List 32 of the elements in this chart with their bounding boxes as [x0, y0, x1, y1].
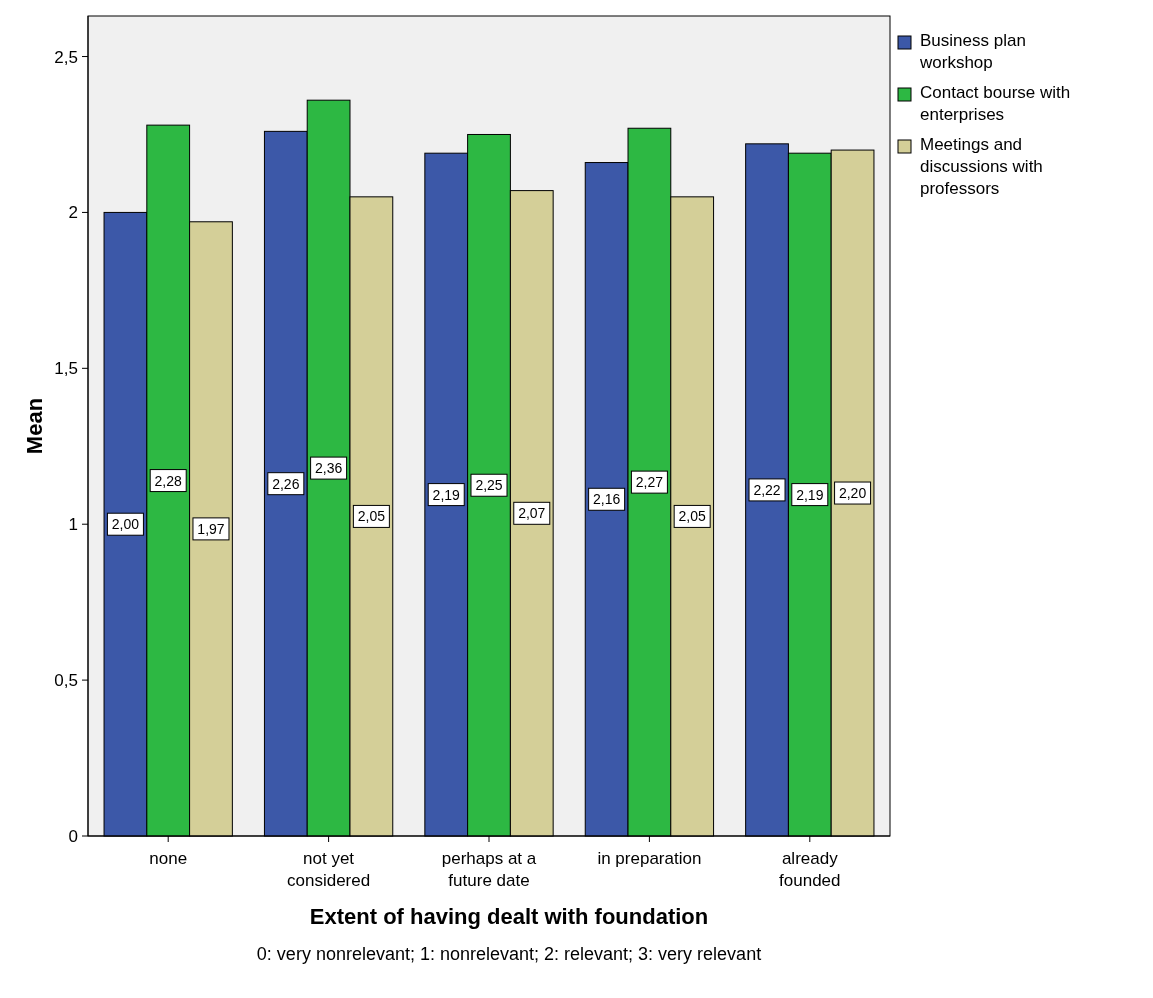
data-label: 2,22 — [753, 481, 781, 498]
y-tick-label: 0,5 — [54, 671, 78, 691]
data-label: 2,20 — [838, 485, 867, 502]
data-label: 2,16 — [593, 491, 621, 508]
y-tick-label: 0 — [68, 827, 78, 846]
text: 0: very nonrelevant; 1: nonrelevant; 2: relevant; 3: very relevant — [256, 944, 762, 964]
data-label: 2,36 — [314, 460, 343, 477]
data-label: 2,19 — [432, 486, 461, 503]
data-label: 2,00 — [111, 516, 140, 533]
y-tick-label: 1 — [68, 515, 78, 535]
data-label: 2,25 — [475, 477, 503, 494]
y-axis-title: Mean — [22, 397, 47, 455]
data-label: 2,27 — [635, 474, 664, 491]
data-label: 2,19 — [796, 486, 824, 503]
legend-label: Meetings and discussions with professors — [920, 135, 1043, 198]
legend-label: Business plan workshop — [919, 31, 1026, 72]
y-tick-label: 2 — [68, 203, 78, 223]
data-label: 2,26 — [272, 475, 300, 492]
x-tick-label: perhaps at a future date — [441, 849, 537, 890]
data-label: 2,05 — [357, 508, 386, 525]
data-label: 1,97 — [197, 520, 225, 537]
data-label: 2,07 — [518, 505, 546, 522]
x-tick-label: not yet considered — [287, 849, 371, 890]
x-axis-title: Extent of having dealt with foundation — [309, 904, 709, 929]
y-tick-label: 1,5 — [54, 359, 78, 379]
legend-label: Contact bourse with enterprises — [920, 83, 1071, 124]
y-tick-label: 2,5 — [54, 47, 78, 67]
x-tick-label: already founded — [779, 849, 841, 890]
data-label: 2,05 — [678, 508, 707, 525]
x-tick-label: in preparation — [597, 849, 702, 868]
data-label: 2,28 — [154, 472, 183, 489]
x-tick-label: none — [149, 849, 188, 868]
